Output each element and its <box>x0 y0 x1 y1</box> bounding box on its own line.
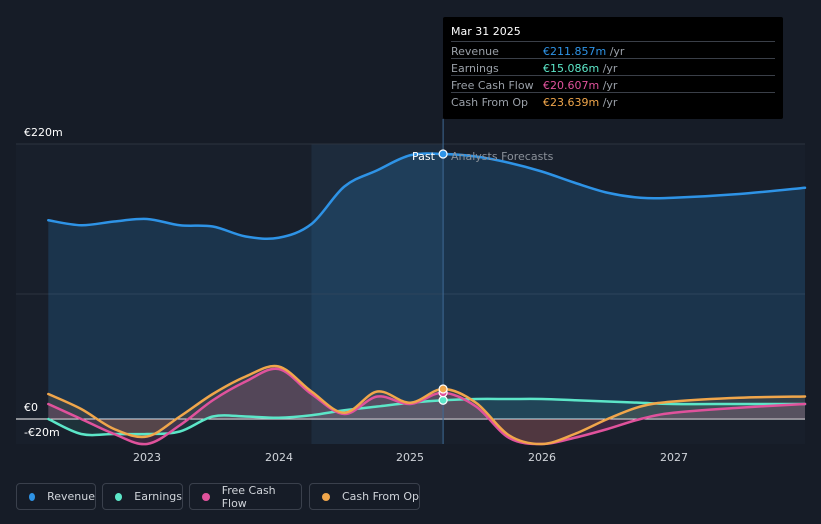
earnings-marker <box>438 395 448 405</box>
tooltip-row-revenue: Revenue €211.857m /yr <box>451 41 775 59</box>
hover-tooltip: Mar 31 2025 Revenue €211.857m /yr Earnin… <box>443 17 783 119</box>
legend-label: Revenue <box>47 490 95 503</box>
tooltip-label: Revenue <box>451 45 499 58</box>
forecast-label: Analysts Forecasts <box>451 150 554 163</box>
tooltip-date: Mar 31 2025 <box>451 25 521 38</box>
legend-item-cash-from-op[interactable]: Cash From Op <box>309 483 420 510</box>
revenue-line <box>47 152 807 241</box>
tooltip-row-free-cash-flow: Free Cash Flow €20.607m /yr <box>451 75 775 93</box>
tooltip-label: Free Cash Flow <box>451 79 534 92</box>
cash-from-op-marker <box>438 384 448 394</box>
series-lines <box>47 152 807 446</box>
x-tick-label-2024: 2024 <box>265 451 293 464</box>
tooltip-value: €20.607m <box>543 79 600 92</box>
tooltip-unit: /yr <box>609 45 625 58</box>
x-tick-label-2026: 2026 <box>528 451 556 464</box>
legend-dot-icon <box>322 492 330 501</box>
legend-dot-icon <box>115 492 123 501</box>
x-tick-label-2023: 2023 <box>133 451 161 464</box>
tooltip-value: €15.086m <box>543 62 600 75</box>
y-tick-label-bottom: -€20m <box>24 426 60 439</box>
legend-item-revenue[interactable]: Revenue <box>16 483 96 510</box>
legend-item-earnings[interactable]: Earnings <box>102 483 183 510</box>
y-tick-label-zero: €0 <box>24 401 38 414</box>
earnings-area <box>48 398 806 436</box>
free-cash-flow-line <box>47 367 807 446</box>
earnings-line <box>47 397 807 437</box>
cash-from-op-line <box>47 364 807 446</box>
tooltip-unit: /yr <box>602 79 618 92</box>
legend-label: Earnings <box>134 490 182 503</box>
past-label: Past <box>412 150 435 163</box>
legend-label: Cash From Op <box>342 490 420 503</box>
tooltip-unit: /yr <box>602 62 618 75</box>
tooltip-value: €23.639m <box>543 96 600 109</box>
tooltip-row-cash-from-op: Cash From Op €23.639m /yr <box>451 92 775 110</box>
legend-dot-icon <box>29 492 36 501</box>
hover-markers <box>438 149 448 405</box>
revenue-marker <box>438 149 448 159</box>
tooltip-row-earnings: Earnings €15.086m /yr <box>451 58 775 76</box>
revenue-area <box>48 153 806 419</box>
y-tick-label-top: €220m <box>24 126 63 139</box>
tooltip-label: Cash From Op <box>451 96 529 109</box>
tooltip-label: Earnings <box>451 62 499 75</box>
tooltip-value: €211.857m <box>543 45 607 58</box>
legend-label: Free Cash Flow <box>221 483 276 510</box>
legend-item-free-cash-flow[interactable]: Free Cash Flow <box>189 483 302 510</box>
tooltip-unit: /yr <box>602 96 618 109</box>
x-tick-label-2025: 2025 <box>396 451 424 464</box>
legend-dot-icon <box>202 492 210 501</box>
x-tick-label-2027: 2027 <box>660 451 688 464</box>
gridlines <box>16 143 805 420</box>
